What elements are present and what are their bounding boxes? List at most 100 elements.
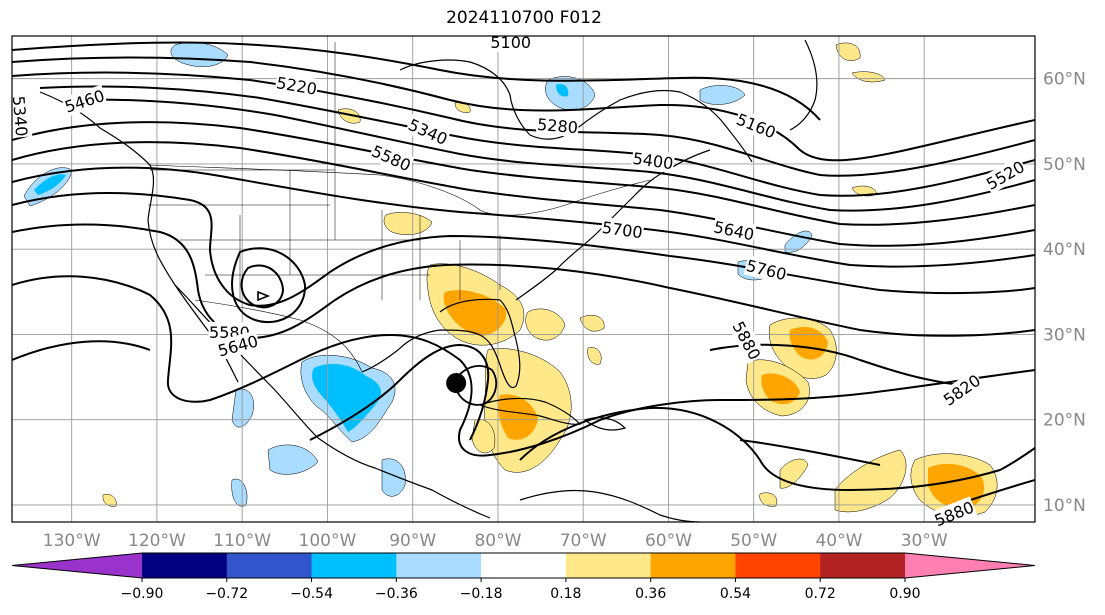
contour-label-mask	[733, 108, 780, 143]
contour-label-text: 5280	[536, 115, 578, 137]
pos-shade	[834, 449, 907, 513]
contour-line	[12, 223, 1035, 340]
lon-label: 60°W	[645, 531, 692, 551]
lon-label: 80°W	[474, 531, 521, 551]
lon-label: 40°W	[815, 531, 862, 551]
contour-line	[12, 166, 1035, 268]
colorbar-tick-label: −0.54	[290, 586, 333, 602]
contour-label-mask	[743, 254, 790, 285]
contour-line	[454, 365, 498, 406]
contour-label-mask	[274, 71, 320, 99]
colorbar-tick-label: 0.54	[720, 586, 751, 602]
pos-shade	[835, 42, 861, 61]
lat-label: 40°N	[1043, 240, 1086, 260]
contour-line	[12, 340, 151, 361]
lon-label: 90°W	[389, 531, 436, 551]
contour-line	[39, 85, 1035, 197]
colorbar-segment	[735, 553, 821, 578]
contour-line	[12, 192, 1035, 307]
neg-shade	[312, 363, 381, 432]
pos-shade	[587, 347, 602, 365]
contour-line	[12, 121, 1035, 226]
contour-label-mask	[489, 31, 532, 52]
pos-shade	[761, 373, 800, 405]
contour-label-text: 5100	[490, 33, 531, 52]
contour-line	[240, 264, 285, 309]
lat-label: 30°N	[1043, 325, 1086, 345]
contour-label: 5280	[535, 113, 580, 138]
colorbar-segment	[650, 553, 736, 578]
coast-greenland	[789, 39, 818, 131]
lon-label: 30°W	[901, 531, 948, 551]
colorbar-segment	[481, 553, 567, 578]
lat-label: 20°N	[1043, 411, 1086, 431]
contour-line	[69, 98, 1035, 212]
contour-line	[12, 71, 1035, 177]
colorbar-tick-label: −0.36	[375, 586, 418, 602]
contour-label-mask	[404, 113, 452, 150]
contour-label-mask	[630, 147, 676, 174]
contour-label: 5640	[711, 216, 757, 245]
coast-us-east	[361, 298, 521, 389]
pos-shade	[471, 419, 496, 454]
pos-shade	[525, 308, 566, 341]
contour-line	[231, 247, 307, 324]
colorbar-tick-label: −0.72	[205, 586, 248, 602]
pos-shade	[337, 108, 361, 124]
lon-label: 110°W	[213, 531, 271, 551]
contour-label: 5100	[489, 31, 532, 52]
longitude-labels: 130°W 120°W 110°W 100°W 90°W 80°W 70°W 60°W 50°W…	[43, 531, 948, 551]
colorbar-segment	[396, 553, 482, 578]
contour-label-mask	[368, 140, 415, 176]
colorbar-tick-label: 0.72	[805, 586, 836, 602]
lon-label: 120°W	[128, 531, 186, 551]
border-mexico-us	[194, 299, 363, 373]
neg-shade	[699, 85, 746, 105]
contour-label-mask	[728, 317, 766, 364]
pos-shade	[759, 492, 778, 507]
map-frame	[11, 35, 1036, 523]
lon-label: 100°W	[299, 531, 357, 551]
neg-shade	[381, 458, 406, 497]
lon-label: 130°W	[43, 531, 101, 551]
neg-shade	[556, 84, 569, 97]
contour-line	[12, 141, 1035, 247]
contour-label-mask	[600, 216, 645, 243]
pos-shade	[789, 326, 828, 360]
contour-label-mask	[535, 113, 580, 138]
contour-label-mask	[61, 84, 108, 117]
state-borders	[148, 42, 501, 300]
pos-shade	[579, 315, 605, 332]
lat-label: 10°N	[1043, 496, 1086, 516]
colorbar-tick-label: −0.90	[121, 586, 164, 602]
contour-line	[519, 406, 1035, 492]
colorbar-tick-label: 0.90	[889, 586, 920, 602]
contour-label-text: 5340	[9, 95, 31, 137]
contour-line	[12, 56, 1035, 162]
colorbar-tick-label: 0.18	[550, 586, 581, 602]
pos-shade	[443, 290, 507, 336]
colorbar-segment	[142, 553, 228, 578]
contour-label-mask	[981, 155, 1029, 195]
contour-line	[12, 41, 821, 121]
colorbar-tick-label: 0.36	[635, 586, 666, 602]
colorbar-extend-left	[12, 553, 142, 578]
map-title: 2024110700 F012	[446, 8, 602, 28]
contour-label-mask	[215, 330, 261, 361]
colorbar-extend-right	[905, 553, 1035, 578]
colorbar-tick-label: −0.18	[460, 586, 503, 602]
contour-label-mask	[8, 94, 33, 138]
contour-label: 5340	[8, 94, 33, 138]
contour-lines	[12, 41, 1035, 511]
pos-shade	[102, 494, 117, 507]
contour-label-mask	[711, 216, 757, 245]
colorbar-segment	[820, 553, 906, 578]
colorbar-segment	[565, 553, 652, 578]
coast-south-america	[519, 489, 701, 522]
contour-line	[257, 290, 271, 302]
lon-label: 50°W	[730, 531, 777, 551]
contour-line	[739, 439, 881, 466]
contour-line	[309, 343, 490, 441]
colorbar: −0.90 −0.72 −0.54 −0.36 −0.18 0.18 0.36 0.54 0.7…	[11, 552, 1036, 602]
